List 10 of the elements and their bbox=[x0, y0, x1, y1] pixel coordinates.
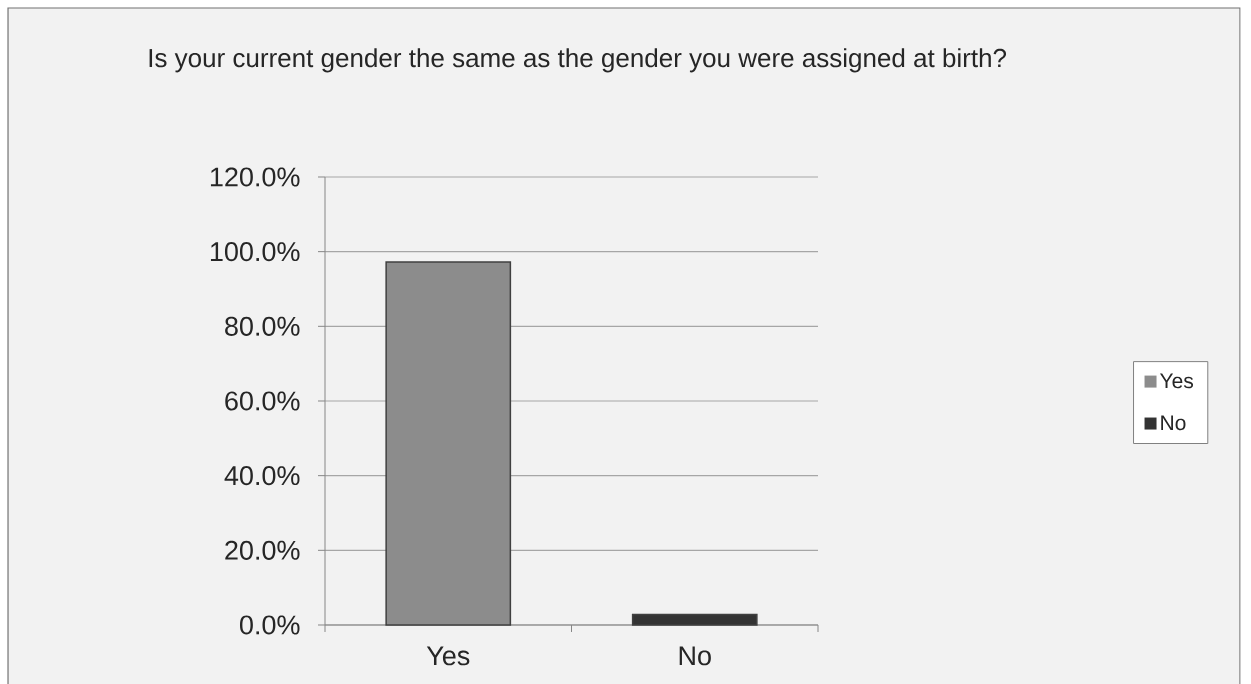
y-tick-label: 120.0% bbox=[210, 167, 300, 187]
y-tick-label: 40.0% bbox=[224, 466, 300, 486]
y-tick-label: 100.0% bbox=[210, 242, 300, 262]
y-tick-label: 0.0% bbox=[239, 615, 300, 635]
y-tick-label: 20.0% bbox=[225, 540, 300, 560]
legend-label: No bbox=[1161, 415, 1186, 431]
y-tick-label: 60.0% bbox=[225, 391, 300, 411]
legend-label: Yes bbox=[1159, 373, 1194, 389]
chart-title: Is your current gender the same as the gender you were assigned at birth? bbox=[149, 48, 1007, 73]
y-tick-label: 80.0% bbox=[225, 316, 300, 336]
